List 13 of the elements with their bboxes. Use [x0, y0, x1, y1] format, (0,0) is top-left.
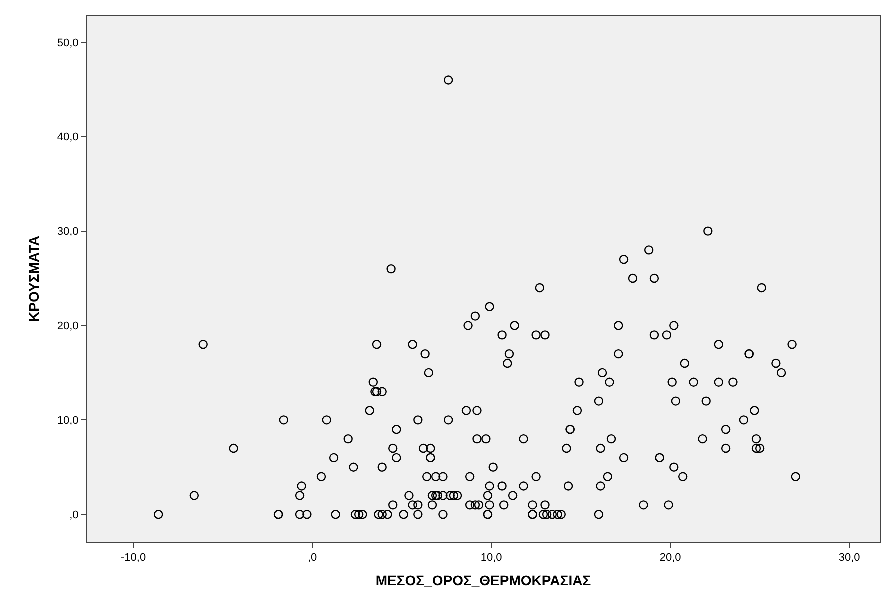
y-tick-label: 50,0: [57, 37, 79, 50]
y-axis-title: ΚΡΟΥΣΜΑΤΑ: [26, 236, 42, 322]
x-tick-label: 10,0: [480, 552, 502, 564]
y-tick-label: 20,0: [57, 320, 79, 333]
x-tick-label: 30,0: [838, 552, 860, 564]
x-tick-label: ,0: [308, 552, 318, 564]
y-tick-label: 10,0: [57, 415, 79, 428]
x-tick-label: -10,0: [121, 552, 146, 564]
y-tick-label: 30,0: [57, 226, 79, 238]
y-tick-label: ,0: [70, 509, 79, 522]
x-axis-title: ΜΕΣΟΣ_ΟΡΟΣ_ΘΕΡΜΟΚΡΑΣΙΑΣ: [376, 572, 592, 588]
x-tick-label: 20,0: [660, 552, 682, 564]
y-tick-label: 40,0: [57, 132, 79, 144]
